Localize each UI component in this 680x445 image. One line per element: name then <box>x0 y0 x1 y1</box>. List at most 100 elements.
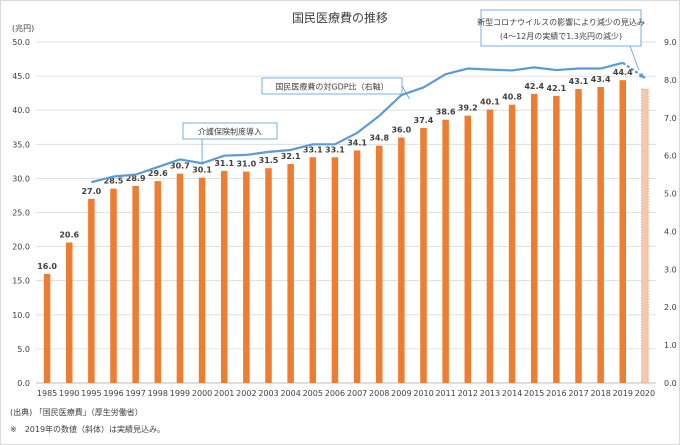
bar-data-label: 30.1 <box>192 166 212 175</box>
y-tick-label: 15.0 <box>12 277 30 286</box>
bar-data-label: 34.8 <box>369 134 389 143</box>
source-note: (出典) 「国民医療費」（厚生労働省） <box>10 408 143 417</box>
bar <box>375 145 383 383</box>
bar-data-label: 28.9 <box>126 174 146 183</box>
y-tick-label: 20.0 <box>12 243 30 252</box>
x-tick-label: 2013 <box>480 389 500 398</box>
bar-data-label: 43.1 <box>569 77 589 86</box>
bar-data-label: 16.0 <box>37 262 57 271</box>
bar-data-label: 33.1 <box>325 145 345 154</box>
bar <box>420 127 427 383</box>
x-tick-label: 1985 <box>37 389 57 398</box>
x-tick-label: 2003 <box>258 389 278 398</box>
bar-data-label: 32.1 <box>281 152 301 161</box>
annotation-gdp-ratio: 国民医療費の対GDP比（右軸） <box>275 82 388 92</box>
bar <box>287 164 294 383</box>
x-tick-label: 1996 <box>103 389 123 398</box>
bar <box>331 157 339 383</box>
y2-tick-label: 0.0 <box>664 379 677 388</box>
bar <box>508 104 516 383</box>
annotation-leader <box>629 45 640 71</box>
x-tick-label: 2010 <box>413 389 433 398</box>
x-tick-label: 2014 <box>502 389 522 398</box>
x-tick-label: 2011 <box>435 389 455 398</box>
x-tick-label: 2002 <box>236 389 256 398</box>
x-tick-label: 2017 <box>568 389 588 398</box>
y-tick-label: 50.0 <box>12 38 30 47</box>
bar-data-label: 31.0 <box>236 160 256 169</box>
bar <box>530 93 538 383</box>
y2-tick-label: 6.0 <box>664 152 677 161</box>
bar-data-label: 40.1 <box>480 98 500 107</box>
estimate-note: ※ 2019年の数値（斜体）は実績見込み。 <box>10 425 166 434</box>
bar <box>597 87 604 384</box>
bar-data-label: 39.2 <box>458 104 478 113</box>
x-tick-label: 2001 <box>214 389 234 398</box>
x-tick-label: 2007 <box>347 389 367 398</box>
gdp-ratio-line <box>91 61 624 184</box>
x-tick-label: 2012 <box>458 389 478 398</box>
y2-tick-label: 3.0 <box>664 265 677 274</box>
bar-data-label: 30.7 <box>170 162 190 171</box>
x-axis-ticks: 1985 1990 1995 1996 1997 1998 1999 2000 2001 2002… <box>37 389 655 398</box>
bar-data-label: 28.5 <box>104 177 124 186</box>
bar <box>353 150 361 383</box>
y-tick-label: 45.0 <box>12 72 30 81</box>
bar-data-label: 31.5 <box>259 156 279 165</box>
y2-tick-label: 2.0 <box>664 303 677 312</box>
bar-data-label: 20.6 <box>59 231 79 240</box>
y-tick-label: 5.0 <box>17 345 30 354</box>
annotation-covid-line2: (4〜12月の実績で1.3兆円の減少) <box>500 31 622 41</box>
bar-data-label: 34.1 <box>347 138 367 147</box>
bar <box>88 198 95 383</box>
x-tick-label: 2020 <box>635 389 655 398</box>
x-tick-label: 1990 <box>59 389 79 398</box>
bar-data-label: 31.1 <box>214 159 234 168</box>
bar <box>220 170 228 383</box>
bar <box>154 181 162 383</box>
bar <box>43 273 51 383</box>
bar <box>110 188 117 383</box>
annotation-box <box>182 122 278 140</box>
bar-data-label: 38.6 <box>436 108 456 117</box>
x-tick-label: 2016 <box>546 389 566 398</box>
left-axis-unit: (兆円) <box>12 23 34 33</box>
bar-data-label: 37.4 <box>414 116 434 125</box>
bar <box>442 119 449 384</box>
annotations: 介護保険制度導入 国民医療費の対GDP比（右軸） 新型コロナウイルスの影響により減少… <box>182 9 645 165</box>
x-tick-label: 2004 <box>280 389 300 398</box>
gridlines <box>36 41 656 384</box>
gdp-ratio-arrowhead <box>638 72 645 78</box>
x-tick-label: 2008 <box>369 389 389 398</box>
annotation-care-insurance: 介護保険制度導入 <box>198 127 262 137</box>
bar-data-label: 44.4 <box>613 68 633 77</box>
x-tick-label: 2005 <box>303 389 323 398</box>
y-tick-label: 25.0 <box>12 209 30 218</box>
bar <box>575 89 582 384</box>
bar-data-label: 27.0 <box>81 187 101 196</box>
annotation-covid-line1: 新型コロナウイルスの影響により減少の見込み <box>477 17 645 27</box>
bar <box>641 88 649 384</box>
bar <box>486 109 494 383</box>
x-tick-label: 2018 <box>590 389 610 398</box>
bar-data-label: 29.6 <box>148 169 168 178</box>
x-tick-label: 2019 <box>613 389 633 398</box>
y2-tick-label: 8.0 <box>664 76 677 85</box>
bar <box>619 80 627 383</box>
x-tick-label: 1997 <box>125 389 145 398</box>
y-tick-label: 40.0 <box>12 106 30 115</box>
y2-tick-label: 5.0 <box>664 190 677 199</box>
bar-data-label: 40.8 <box>502 93 522 102</box>
x-tick-label: 2000 <box>192 389 212 398</box>
x-tick-label: 2006 <box>325 389 345 398</box>
bar-data-label: 42.4 <box>524 82 544 91</box>
chart-title: 国民医療費の推移 <box>292 10 388 25</box>
bar <box>176 173 184 383</box>
annotation-box <box>480 9 642 47</box>
y2-tick-label: 1.0 <box>664 341 677 350</box>
x-tick-label: 1995 <box>81 389 101 398</box>
bar-data-label: 33.1 <box>303 145 323 154</box>
left-axis-ticks: 0.0 5.0 10.0 15.0 20.0 25.0 30.0 35.0 40.0 45.0 50… <box>12 38 30 388</box>
bar <box>243 171 250 383</box>
